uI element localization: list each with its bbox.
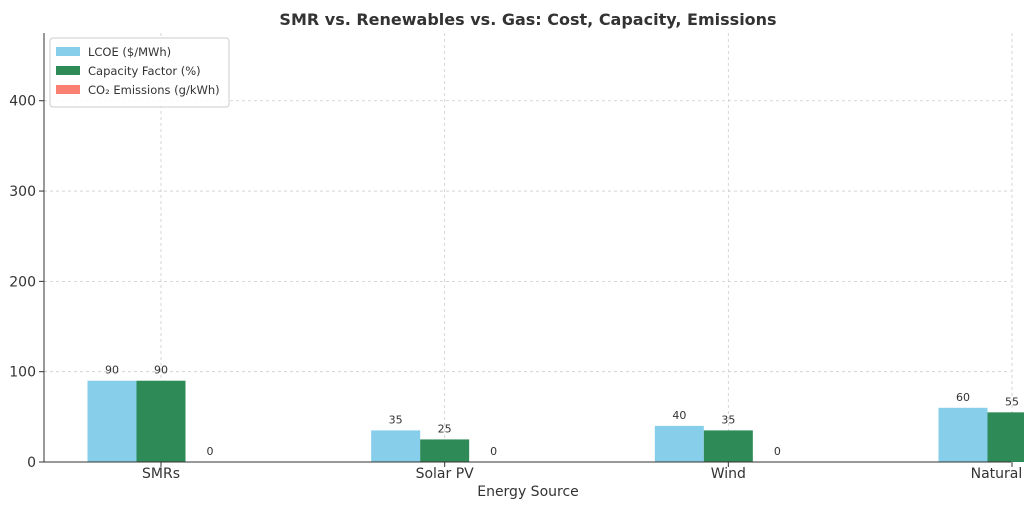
bar — [939, 408, 988, 462]
x-axis-label: Energy Source — [477, 484, 579, 500]
bar-value-label: 90 — [154, 364, 168, 377]
bar — [88, 381, 137, 462]
bar-value-label: 25 — [438, 422, 452, 435]
bar — [655, 426, 704, 462]
legend-label: LCOE ($/MWh) — [88, 45, 171, 59]
bar-value-label: 35 — [389, 413, 403, 426]
legend-swatch — [56, 85, 80, 94]
data-labels: 9035406090253555000450 — [105, 39, 1024, 458]
bar-value-label: 35 — [721, 413, 735, 426]
bar — [988, 412, 1024, 462]
y-tick-label: 300 — [9, 184, 36, 200]
legend-label: CO₂ Emissions (g/kWh) — [88, 83, 220, 97]
x-tick-label: Natural Gas — [971, 466, 1024, 482]
legend-swatch — [56, 47, 80, 56]
bar — [704, 430, 753, 462]
y-tick-label: 200 — [9, 274, 36, 290]
bar — [420, 439, 469, 462]
bar-value-label: 90 — [105, 364, 119, 377]
y-tick-label: 0 — [27, 455, 36, 471]
bars — [88, 56, 1024, 462]
bar-value-label: 60 — [956, 391, 970, 404]
legend-swatch — [56, 66, 80, 75]
bar-value-label: 40 — [672, 409, 686, 422]
bar-value-label: 0 — [490, 445, 497, 458]
legend-label: Capacity Factor (%) — [88, 64, 201, 78]
bar — [137, 381, 186, 462]
chart-title: SMR vs. Renewables vs. Gas: Cost, Capaci… — [279, 10, 776, 29]
bar-value-label: 0 — [207, 445, 214, 458]
x-tick-label: Solar PV — [416, 466, 475, 482]
x-tick-label: Wind — [711, 466, 746, 482]
y-tick-label: 400 — [9, 94, 36, 110]
bar-value-label: 55 — [1005, 395, 1019, 408]
x-tick-label: SMRs — [142, 466, 180, 482]
bar-value-label: 0 — [774, 445, 781, 458]
legend: LCOE ($/MWh) Capacity Factor (%) CO₂ Emiss… — [50, 38, 229, 107]
bar — [371, 430, 420, 462]
y-tick-label: 100 — [9, 365, 36, 381]
